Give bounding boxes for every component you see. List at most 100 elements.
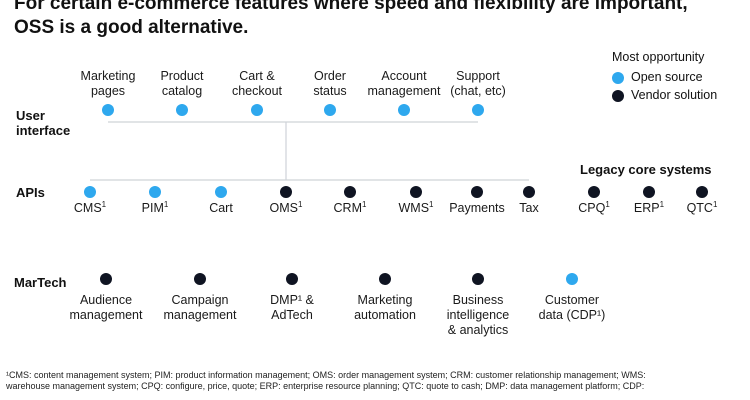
legacy-core-systems-title: Legacy core systems	[580, 162, 712, 177]
ui-marketing-pages-label: Marketing pages	[60, 69, 156, 99]
row-label-user-interface-line-1: User	[16, 108, 45, 123]
ui-support-chat-etc-dot	[472, 104, 484, 116]
api-tax-label: Tax	[494, 201, 564, 216]
ui-account-management-label: Account management	[356, 69, 452, 99]
legacy-qtc-footnote-marker: 1	[712, 199, 718, 209]
legacy-erp-dot	[643, 186, 655, 198]
legacy-cpq-text: CPQ	[578, 201, 606, 215]
martech-campaign-label: Campaign management	[152, 293, 248, 323]
legend-vendor-solution-label: Vendor solution	[631, 88, 718, 102]
ui-cart-checkout-label: Cart & checkout	[209, 69, 305, 99]
ui-product-catalog-line-1: Product	[160, 69, 204, 83]
martech-customer-line-1: Customer	[544, 293, 600, 307]
ui-order-status-dot	[324, 104, 336, 116]
legacy-qtc-text: QTC	[686, 201, 713, 215]
ui-account-management-dot	[398, 104, 410, 116]
martech-business-line-3: & analytics	[447, 323, 509, 337]
martech-dmp-dot	[286, 273, 298, 285]
api-wms-text: WMS	[398, 201, 430, 215]
ui-product-catalog-label: Product catalog	[134, 69, 230, 99]
api-cms-dot	[84, 186, 96, 198]
chart-title-line-2: OSS is a good alternative.	[14, 17, 249, 38]
legend-open-source-label: Open source	[631, 70, 703, 84]
ui-cart-checkout-line-1: Cart &	[239, 69, 275, 83]
legacy-cpq-dot	[588, 186, 600, 198]
api-crm-dot	[344, 186, 356, 198]
api-crm-text: CRM	[333, 201, 362, 215]
legacy-erp-text: ERP	[633, 201, 660, 215]
chart-title: For certain e-commerce features where sp…	[14, 0, 744, 40]
martech-business-label: Business intelligence & analytics	[430, 293, 526, 338]
api-tax-text: Tax	[519, 201, 539, 215]
api-crm-label: CRM1	[315, 199, 385, 216]
legacy-cpq-footnote-marker: 1	[605, 199, 610, 209]
api-pim-label: PIM1	[120, 200, 190, 216]
martech-marketing-line-1: Marketing	[357, 293, 413, 307]
martech-campaign-line-1: Campaign	[171, 293, 229, 307]
martech-customer-label: Customer data (CDP¹)	[524, 293, 620, 323]
martech-audience-line-1: Audience	[79, 293, 133, 307]
ui-marketing-pages-dot	[102, 104, 114, 116]
martech-audience-dot	[100, 273, 112, 285]
api-cms-label: CMS1	[55, 200, 125, 216]
ui-account-management-line-1: Account	[381, 69, 427, 83]
legacy-erp-footnote-marker: 1	[659, 199, 665, 209]
api-cart-text: Cart	[209, 201, 233, 215]
ui-order-status-line-2: status	[313, 84, 347, 98]
api-tax-dot	[523, 186, 535, 198]
api-wms-label: WMS1	[381, 200, 451, 216]
martech-business-dot	[472, 273, 484, 285]
martech-dmp-line-1: DMP¹ &	[270, 293, 314, 307]
legend-title: Most opportunity	[612, 50, 705, 64]
martech-marketing-label: Marketing automation	[337, 293, 433, 323]
api-wms-dot	[410, 186, 422, 198]
api-payments-dot	[471, 186, 483, 198]
api-pim-dot	[149, 186, 161, 198]
api-payments-label: Payments	[442, 201, 512, 216]
martech-marketing-dot	[379, 273, 391, 285]
row-label-user-interface-line-2: interface	[16, 123, 71, 138]
martech-business-line-2: intelligence	[446, 308, 510, 322]
api-pim-text: PIM	[141, 201, 164, 215]
api-cart-label: Cart	[186, 201, 256, 216]
martech-dmp-line-2: AdTech	[271, 308, 313, 322]
legend-vendor-solution-dot	[612, 90, 624, 102]
martech-campaign-line-2: management	[163, 308, 237, 322]
ui-support-chat-etc-label: Support (chat, etc)	[430, 69, 526, 99]
legacy-qtc-label: QTC1	[677, 199, 727, 216]
ui-support-chat-etc-line-1: Support	[456, 69, 500, 83]
ui-account-management-line-2: management	[367, 84, 441, 98]
ui-product-catalog-line-2: catalog	[161, 84, 203, 98]
martech-customer-line-2: data (CDP¹)	[538, 308, 606, 322]
api-oms-footnote-marker: 1	[298, 199, 303, 209]
ui-cart-checkout-line-2: checkout	[231, 84, 283, 98]
chart-title-line-1: For certain e-commerce features where sp…	[14, 0, 688, 14]
ui-order-status-label: Order status	[282, 69, 378, 99]
row-label-user-interface: User interface	[16, 108, 70, 138]
martech-campaign-dot	[194, 273, 206, 285]
footnote-line-1: ¹CMS: content management system; PIM: pr…	[6, 370, 646, 380]
connector-lines-group	[90, 121, 529, 181]
api-crm-footnote-marker: 1	[362, 199, 367, 209]
row-label-martech: MarTech	[14, 275, 67, 290]
api-oms-label: OMS1	[251, 199, 321, 216]
legacy-cpq-label: CPQ1	[569, 199, 619, 216]
legacy-erp-label: ERP1	[624, 199, 674, 216]
api-cms-text: CMS	[73, 201, 102, 215]
martech-dmp-label: DMP¹ & AdTech	[244, 293, 340, 323]
row-label-apis: APIs	[16, 185, 45, 200]
martech-business-line-1: Business	[452, 293, 504, 307]
footnote-line-2: warehouse management system; CPQ: config…	[6, 381, 645, 391]
legacy-qtc-dot	[696, 186, 708, 198]
martech-customer-dot	[566, 273, 578, 285]
ui-cart-checkout-dot	[251, 104, 263, 116]
api-oms-text: OMS	[269, 201, 299, 215]
martech-audience-line-2: management	[69, 308, 143, 322]
martech-marketing-line-2: automation	[354, 308, 416, 322]
ui-product-catalog-dot	[176, 104, 188, 116]
api-payments-text: Payments	[449, 201, 505, 215]
ui-support-chat-etc-line-2: (chat, etc)	[450, 84, 506, 98]
ui-marketing-pages-line-2: pages	[90, 84, 126, 98]
martech-audience-label: Audience management	[58, 293, 154, 323]
